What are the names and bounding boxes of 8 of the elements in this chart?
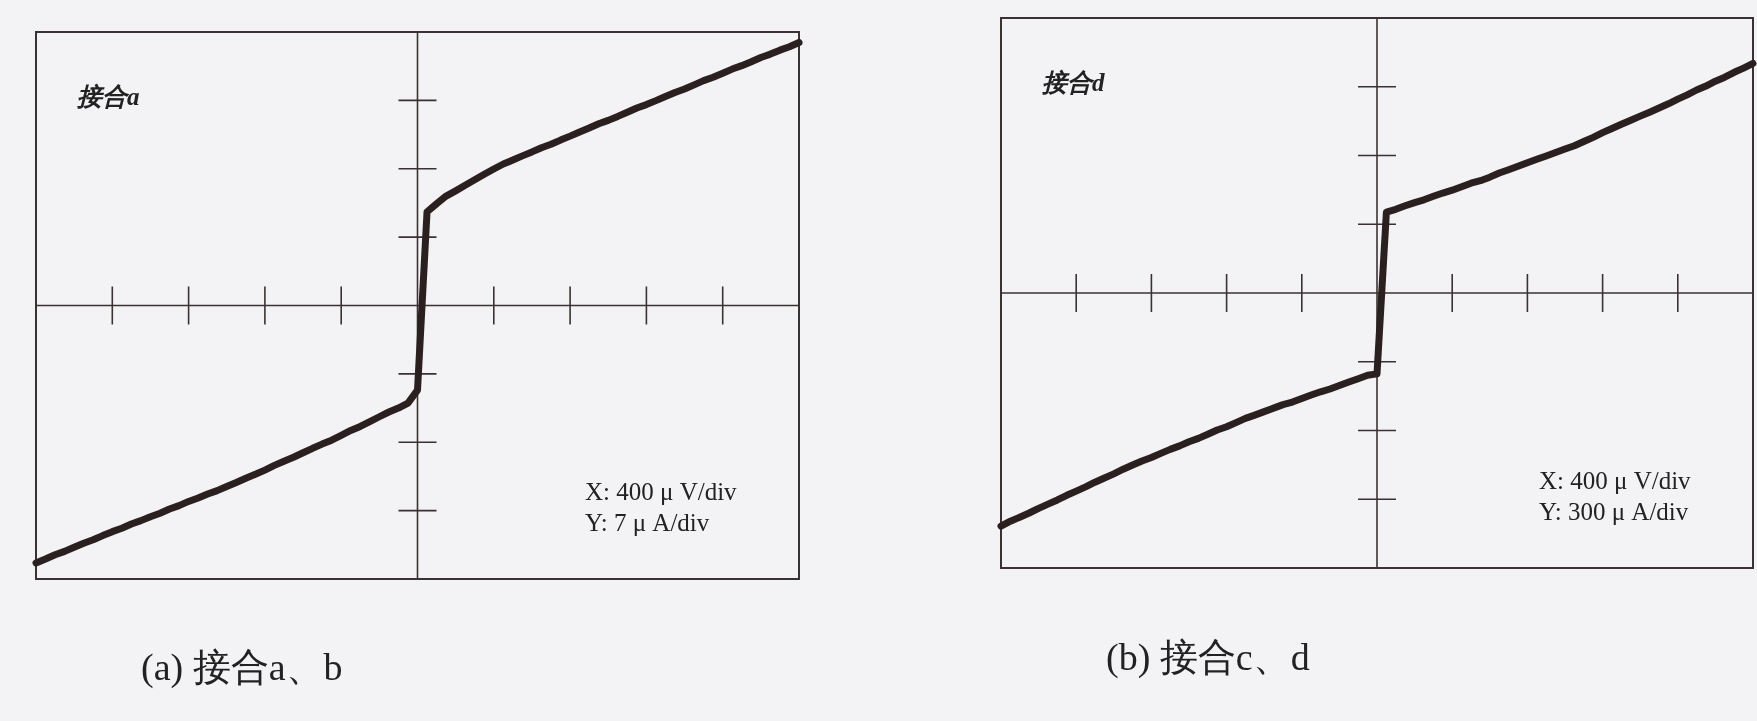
annotation: Y: 300 μ A/div: [1539, 498, 1689, 525]
annotation: 接合a: [76, 83, 140, 110]
text: (b) 接合c、d: [1106, 636, 1310, 679]
annotation: X: 400 μ V/div: [1539, 467, 1692, 494]
text: (a) 接合a、b: [141, 646, 343, 689]
annotation: X: 400 μ V/div: [585, 478, 738, 505]
annotation: 接合d: [1041, 69, 1105, 96]
annotation: Y: 7 μ A/div: [585, 509, 710, 536]
